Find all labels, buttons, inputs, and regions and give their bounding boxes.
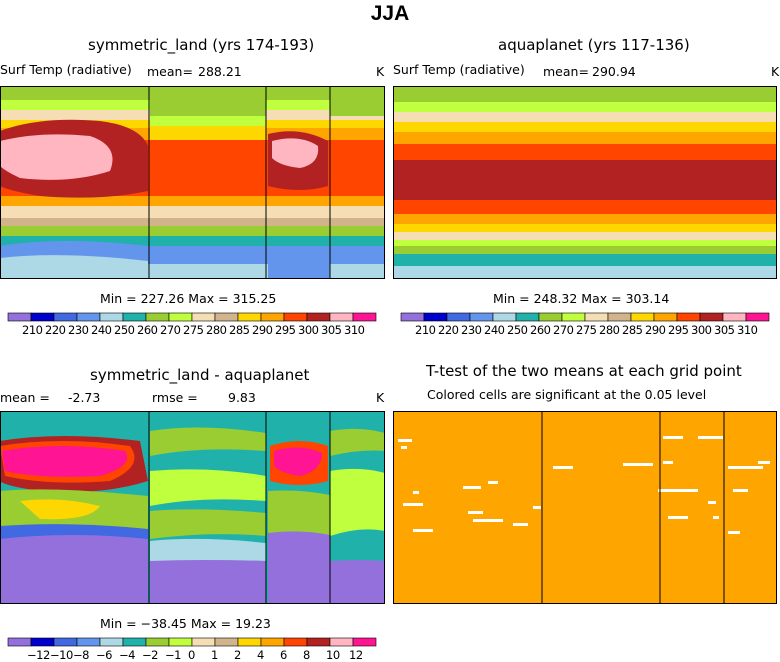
colorbar-tick-label: 270 bbox=[553, 323, 574, 337]
colorbar-swatch bbox=[352, 637, 377, 647]
colorbar-swatch bbox=[306, 637, 331, 647]
colorbar-tick-label: 240 bbox=[91, 323, 112, 337]
colorbar-swatch bbox=[237, 637, 262, 647]
colorbar-tick-label: 220 bbox=[438, 323, 459, 337]
colorbar-tick-label: −10 bbox=[50, 648, 73, 662]
ttest-subtitle: Colored cells are significant at the 0.0… bbox=[427, 387, 707, 402]
colorbar-tick-label: 8 bbox=[303, 648, 310, 662]
diff-minmax: Min = −38.45 Max = 19.23 bbox=[100, 616, 271, 631]
colorbar-tick-label: 260 bbox=[530, 323, 551, 337]
colorbar-swatch bbox=[145, 637, 170, 647]
aqua-mean-label: mean= bbox=[543, 64, 589, 79]
ttest-map bbox=[393, 411, 777, 604]
colorbar-swatch bbox=[329, 637, 354, 647]
colorbar-tick-label: 0 bbox=[188, 648, 195, 662]
colorbar-swatch bbox=[76, 637, 101, 647]
diff-mean-label: mean = bbox=[0, 390, 50, 405]
colorbar-tick-label: 240 bbox=[484, 323, 505, 337]
colorbar-swatch bbox=[99, 637, 124, 647]
colorbar-tick-label: 220 bbox=[45, 323, 66, 337]
colorbar-swatch bbox=[7, 637, 32, 647]
colorbar-tick-label: 290 bbox=[645, 323, 666, 337]
colorbar-tick-label: 295 bbox=[275, 323, 296, 337]
colorbar-tick-label: 305 bbox=[321, 323, 342, 337]
colorbar-tick-label: −4 bbox=[119, 648, 135, 662]
land-mean-value: 288.21 bbox=[198, 64, 242, 79]
colorbar-swatch bbox=[122, 637, 147, 647]
colorbar-swatch bbox=[168, 637, 193, 647]
colorbar-tick-label: 210 bbox=[415, 323, 436, 337]
land-map bbox=[0, 86, 385, 279]
colorbar-swatch bbox=[53, 637, 78, 647]
colorbar-swatch bbox=[283, 637, 308, 647]
aqua-minmax: Min = 248.32 Max = 303.14 bbox=[493, 291, 670, 306]
colorbar-tick-label: −8 bbox=[73, 648, 89, 662]
colorbar-tick-label: 260 bbox=[137, 323, 158, 337]
colorbar-tick-label: 310 bbox=[344, 323, 365, 337]
colorbar-tick-label: 10 bbox=[326, 648, 340, 662]
aqua-map bbox=[393, 86, 777, 279]
diff-panel-title: symmetric_land - aquaplanet bbox=[90, 366, 310, 384]
land-units: K bbox=[376, 64, 385, 79]
colorbar-swatch bbox=[745, 312, 770, 322]
colorbar-tick-label: 2 bbox=[234, 648, 241, 662]
colorbar-tick-label: 310 bbox=[737, 323, 758, 337]
land-minmax: Min = 227.26 Max = 315.25 bbox=[100, 291, 277, 306]
aqua-mean-value: 290.94 bbox=[592, 64, 636, 79]
colorbar-tick-label: −2 bbox=[142, 648, 158, 662]
colorbar-tick-label: 305 bbox=[714, 323, 735, 337]
colorbar-tick-label: 1 bbox=[211, 648, 218, 662]
colorbar-tick-label: 275 bbox=[183, 323, 204, 337]
land-panel-title: symmetric_land (yrs 174-193) bbox=[88, 36, 315, 54]
colorbar-tick-label: 12 bbox=[349, 648, 363, 662]
colorbar-tick-label: −12 bbox=[27, 648, 50, 662]
colorbar-tick-label: 275 bbox=[576, 323, 597, 337]
colorbar-tick-label: 250 bbox=[114, 323, 135, 337]
diff-mean-value: -2.73 bbox=[68, 390, 101, 405]
diff-rmse-label: rmse = bbox=[152, 390, 198, 405]
colorbar-swatch bbox=[30, 637, 55, 647]
aqua-panel-title: aquaplanet (yrs 117-136) bbox=[498, 36, 690, 54]
colorbar-swatch bbox=[191, 637, 216, 647]
colorbar-tick-label: 295 bbox=[668, 323, 689, 337]
diff-map bbox=[0, 411, 385, 604]
figure-title: JJA bbox=[370, 2, 410, 25]
colorbar-swatch bbox=[214, 637, 239, 647]
aqua-variable-label: Surf Temp (radiative) bbox=[393, 62, 525, 77]
colorbar-tick-label: 4 bbox=[257, 648, 264, 662]
colorbar-tick-label: 290 bbox=[252, 323, 273, 337]
colorbar-tick-label: −6 bbox=[96, 648, 112, 662]
colorbar-tick-label: 230 bbox=[68, 323, 89, 337]
colorbar-tick-label: 285 bbox=[622, 323, 643, 337]
colorbar-swatch bbox=[260, 637, 285, 647]
colorbar-tick-label: −1 bbox=[165, 648, 181, 662]
colorbar-tick-label: 270 bbox=[160, 323, 181, 337]
colorbar-tick-label: 300 bbox=[298, 323, 319, 337]
diff-rmse-value: 9.83 bbox=[228, 390, 256, 405]
colorbar-swatch bbox=[352, 312, 377, 322]
colorbar-tick-label: 300 bbox=[691, 323, 712, 337]
colorbar-tick-label: 280 bbox=[206, 323, 227, 337]
colorbar-tick-label: 280 bbox=[599, 323, 620, 337]
colorbar-tick-label: 6 bbox=[280, 648, 287, 662]
colorbar-tick-label: 210 bbox=[22, 323, 43, 337]
diff-units: K bbox=[376, 390, 385, 405]
aqua-units: K bbox=[771, 64, 780, 79]
colorbar-tick-label: 230 bbox=[461, 323, 482, 337]
land-variable-label: Surf Temp (radiative) bbox=[0, 62, 132, 77]
colorbar-tick-label: 250 bbox=[507, 323, 528, 337]
colorbar-tick-label: 285 bbox=[229, 323, 250, 337]
ttest-panel-title: T-test of the two means at each grid poi… bbox=[426, 362, 742, 380]
land-mean-label: mean= bbox=[147, 64, 193, 79]
